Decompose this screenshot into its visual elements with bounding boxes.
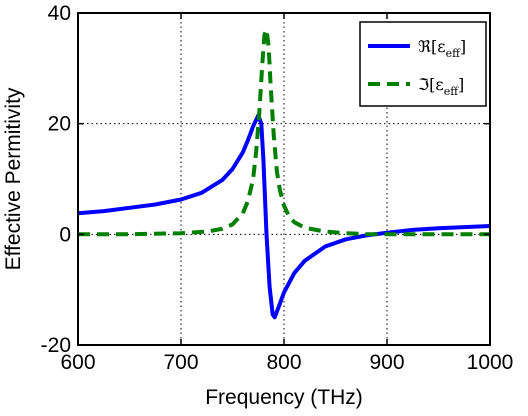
series-group bbox=[77, 27, 491, 320]
legend-label-2: ℑ[εeff] bbox=[418, 75, 464, 98]
y-axis-label: Effective Permitivity bbox=[2, 87, 25, 270]
x-tick-label: 800 bbox=[266, 351, 301, 374]
x-tick-label: 900 bbox=[369, 351, 404, 374]
legend: ℜ[εeff] ℑ[εeff] bbox=[359, 21, 487, 107]
y-tick-label: 40 bbox=[48, 2, 71, 25]
x-tick-label: 700 bbox=[163, 351, 198, 374]
y-tick-label: 0 bbox=[59, 223, 71, 246]
x-tick-label: 600 bbox=[60, 351, 95, 374]
y-tick-label: 20 bbox=[48, 113, 71, 136]
legend-label-1: ℜ[εeff] bbox=[418, 37, 466, 60]
series-line-2 bbox=[78, 27, 490, 237]
axis-ticks: 600 700 800 900 1000 -20 0 20 40 bbox=[41, 2, 514, 374]
y-tick-label: -20 bbox=[41, 334, 71, 357]
legend-box bbox=[359, 21, 487, 107]
x-axis-label: Frequency (THz) bbox=[205, 386, 363, 409]
x-tick-label: 1000 bbox=[467, 351, 514, 374]
